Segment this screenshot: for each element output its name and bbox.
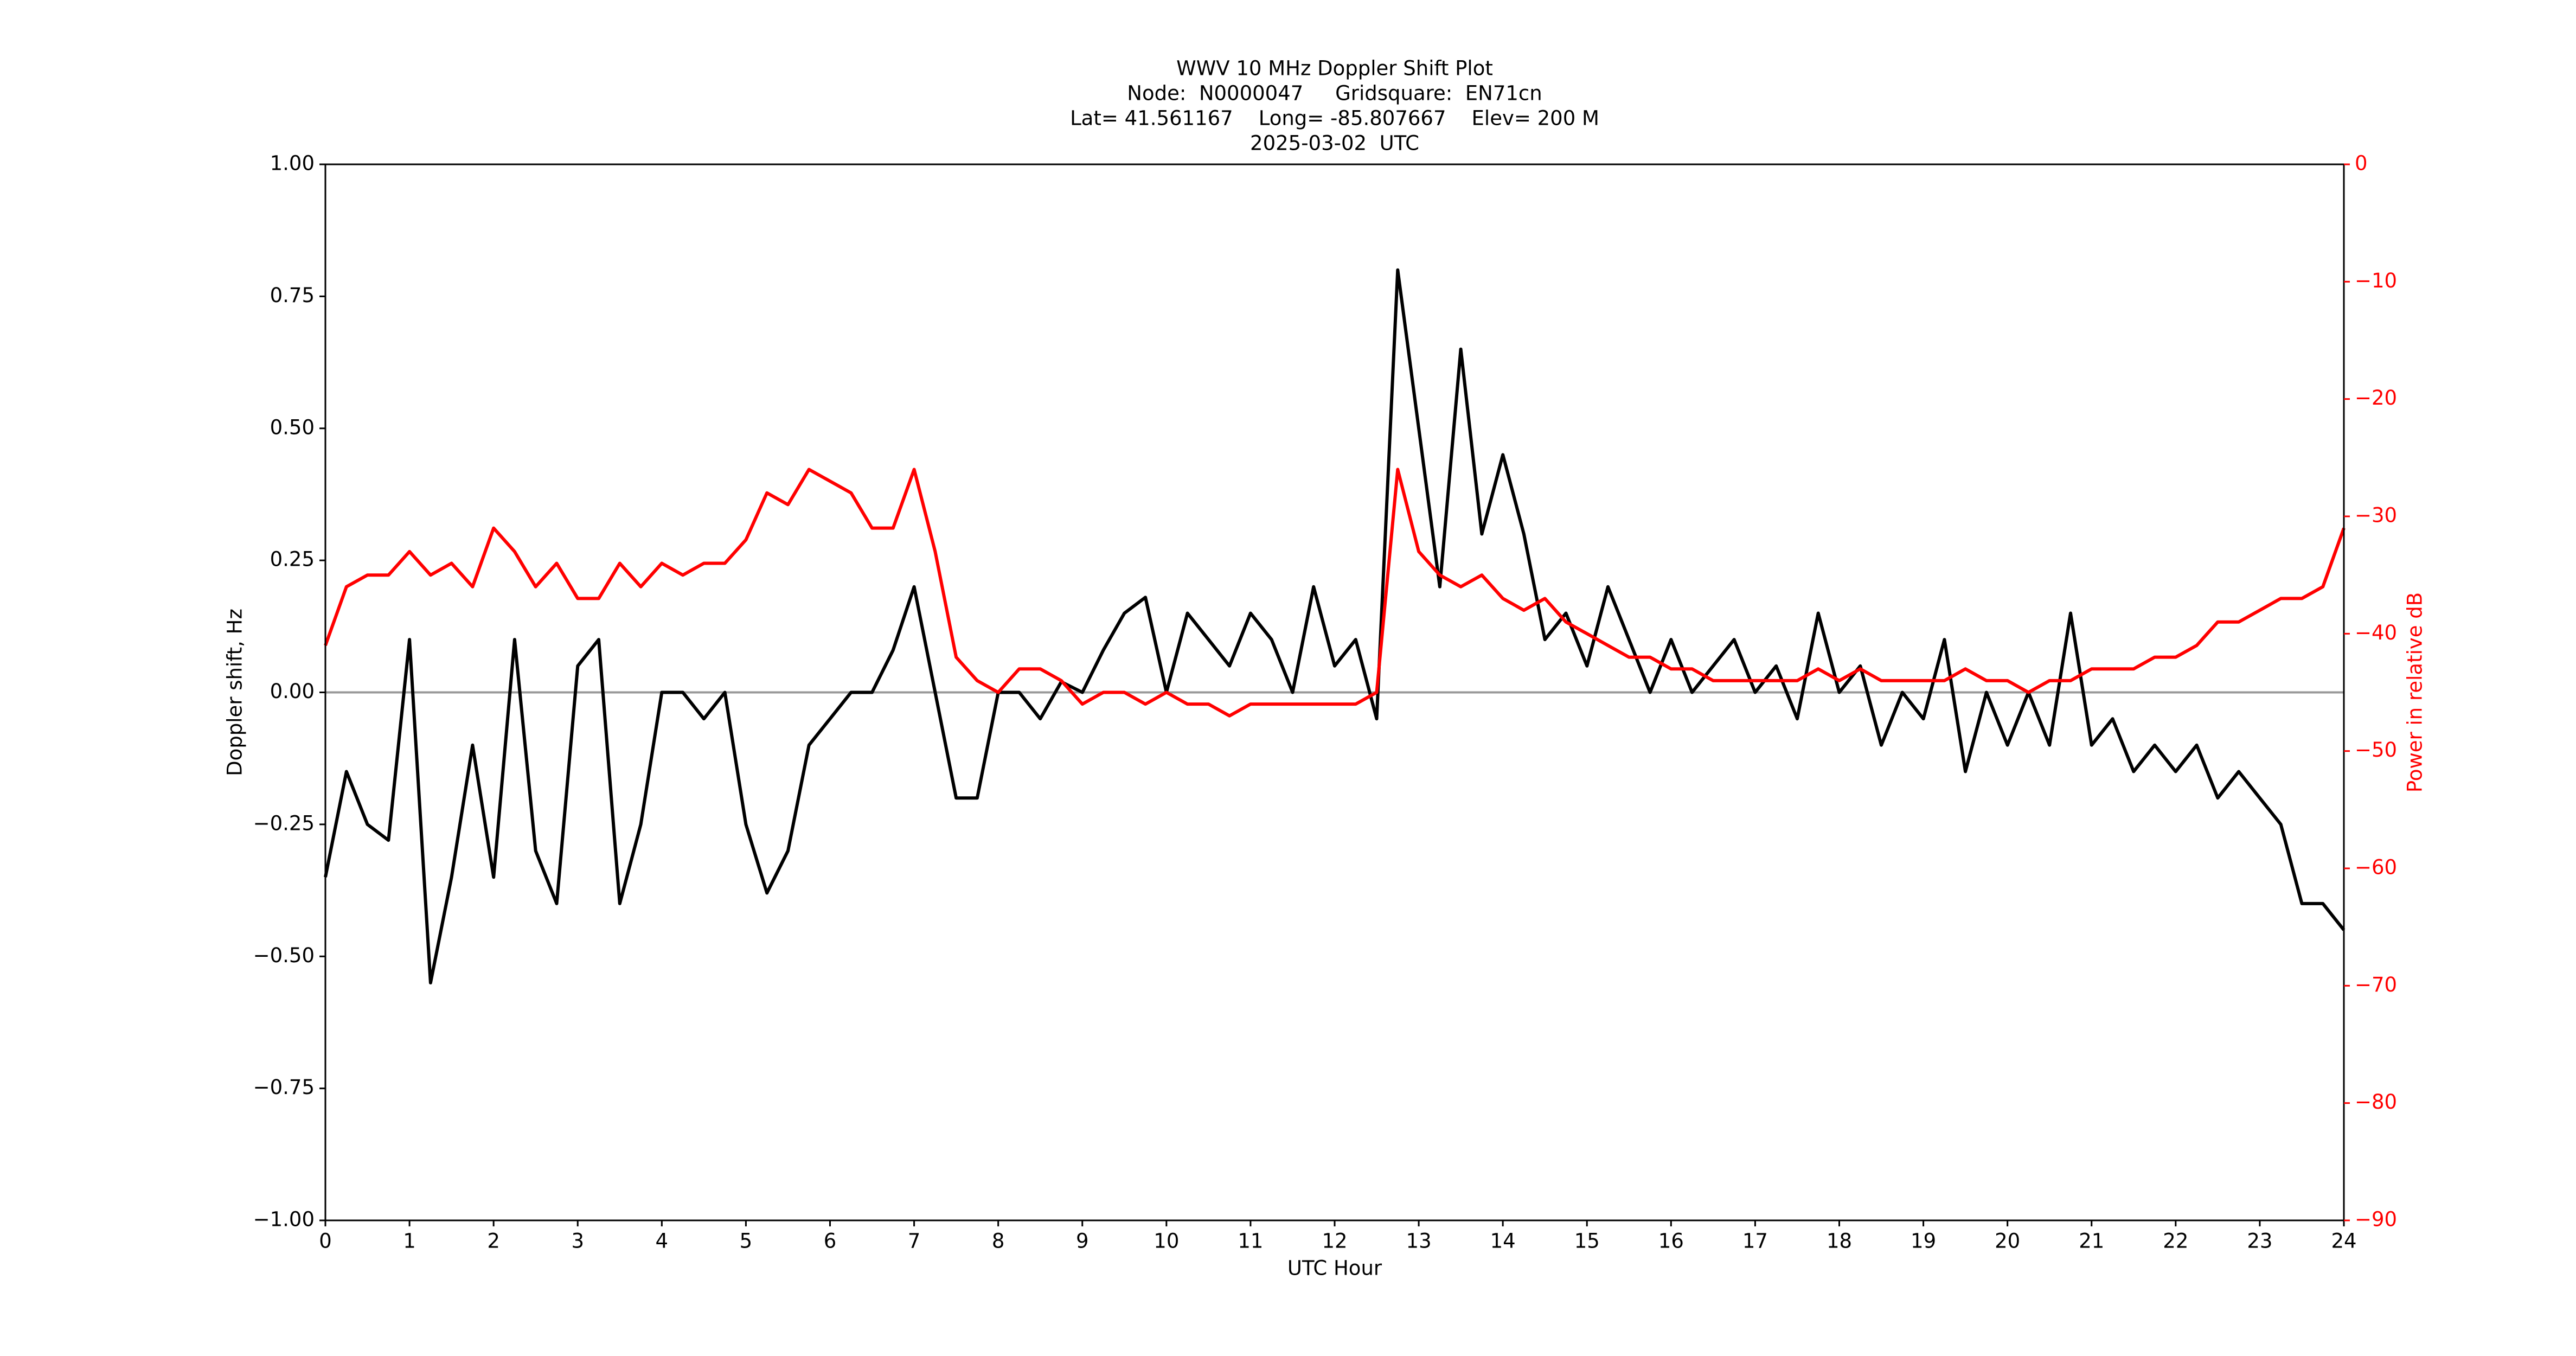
x-tick-label: 7 — [908, 1230, 921, 1253]
y2-tick-label: 0 — [2355, 152, 2368, 175]
y2-tick-label: −80 — [2355, 1090, 2397, 1114]
x-tick-label: 16 — [1658, 1230, 1684, 1253]
x-tick-label: 19 — [1911, 1230, 1936, 1253]
x-tick-label: 24 — [2331, 1230, 2356, 1253]
x-tick-label: 12 — [1322, 1230, 1347, 1253]
x-tick-label: 14 — [1490, 1230, 1516, 1253]
x-tick-label: 20 — [1995, 1230, 2020, 1253]
y-tick-label: −0.75 — [253, 1076, 315, 1099]
x-tick-label: 11 — [1238, 1230, 1263, 1253]
y-tick-label: −1.00 — [253, 1208, 315, 1231]
y2-axis-label: Power in relative dB — [2404, 592, 2427, 792]
chart-title: Lat= 41.561167 Long= -85.807667 Elev= 20… — [1070, 107, 1599, 130]
x-tick-label: 0 — [319, 1230, 332, 1253]
x-tick-label: 10 — [1154, 1230, 1179, 1253]
y2-tick-label: −50 — [2355, 738, 2397, 762]
y-tick-label: 0.00 — [270, 680, 315, 703]
y-tick-label: −0.25 — [253, 811, 315, 835]
chart-title: WWV 10 MHz Doppler Shift Plot — [1176, 57, 1493, 80]
x-tick-label: 15 — [1574, 1230, 1600, 1253]
x-tick-label: 6 — [824, 1230, 837, 1253]
x-tick-label: 2 — [487, 1230, 500, 1253]
y-tick-label: 0.75 — [270, 284, 315, 307]
y-axis-label: Doppler shift, Hz — [223, 609, 247, 776]
y-tick-label: 0.25 — [270, 548, 315, 571]
y2-tick-label: −20 — [2355, 386, 2397, 410]
x-tick-label: 5 — [740, 1230, 753, 1253]
y-tick-label: 1.00 — [270, 152, 315, 175]
x-tick-label: 8 — [992, 1230, 1005, 1253]
x-tick-label: 22 — [2163, 1230, 2188, 1253]
chart-title: 2025-03-02 UTC — [1250, 132, 1419, 155]
x-tick-label: 3 — [571, 1230, 584, 1253]
x-tick-label: 21 — [2079, 1230, 2104, 1253]
x-tick-label: 17 — [1742, 1230, 1768, 1253]
y2-tick-label: −10 — [2355, 269, 2397, 292]
x-tick-label: 4 — [656, 1230, 669, 1253]
y-tick-label: 0.50 — [270, 415, 315, 439]
x-tick-label: 9 — [1076, 1230, 1089, 1253]
x-axis-label: UTC Hour — [1287, 1257, 1382, 1280]
y2-tick-label: −40 — [2355, 621, 2397, 644]
line-series — [324, 268, 2346, 984]
x-tick-label: 18 — [1827, 1230, 1852, 1253]
y-tick-label: −0.50 — [253, 944, 315, 967]
x-tick-label: 23 — [2247, 1230, 2272, 1253]
line-series — [324, 468, 2346, 718]
y2-tick-label: −30 — [2355, 504, 2397, 527]
y2-tick-label: −90 — [2355, 1208, 2397, 1231]
chart-title: Node: N0000047 Gridsquare: EN71cn — [1127, 82, 1542, 105]
y2-tick-label: −70 — [2355, 973, 2397, 996]
y2-tick-label: −60 — [2355, 856, 2397, 879]
x-tick-label: 13 — [1406, 1230, 1432, 1253]
x-tick-label: 1 — [403, 1230, 416, 1253]
